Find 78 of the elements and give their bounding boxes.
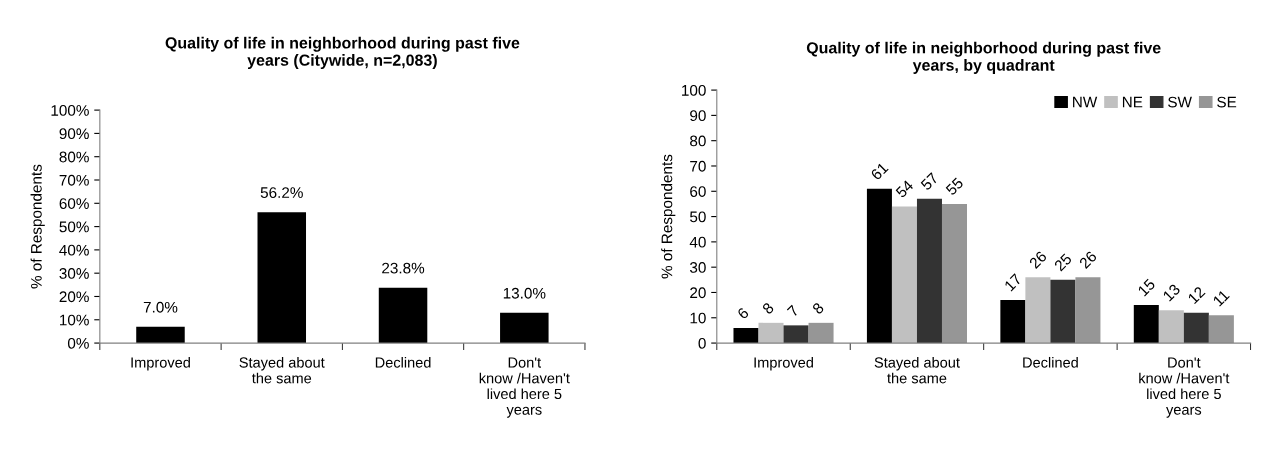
- bar: [1183, 312, 1209, 344]
- x-tick-label: Declined: [1023, 356, 1078, 368]
- bar: [257, 212, 307, 344]
- x-tick-label: Stayed about the same: [239, 356, 325, 384]
- y-tick-label: 0%: [67, 337, 89, 349]
- data-label: 26: [1078, 250, 1098, 270]
- bar: [783, 325, 809, 344]
- data-label: 6: [736, 307, 750, 320]
- data-label: 54: [895, 179, 915, 199]
- bar: [941, 203, 967, 344]
- legend-label: NE: [1122, 96, 1143, 108]
- y-tick-label: 20%: [59, 291, 89, 303]
- y-tick-label: 50%: [59, 221, 89, 233]
- chart-title: Quality of life in neighborhood during past five years, by quadrant: [806, 41, 1161, 74]
- legend-label: SW: [1168, 96, 1192, 108]
- x-tick-label: Improved: [754, 356, 813, 371]
- data-label: 26: [1028, 250, 1048, 270]
- bar: [1025, 277, 1051, 344]
- data-label: 15: [1137, 278, 1156, 297]
- data-label: 57: [920, 172, 939, 191]
- y-tick-label: 90: [690, 110, 706, 122]
- data-label: 13: [1162, 283, 1181, 302]
- data-label: 7: [786, 304, 800, 318]
- bar: [1075, 277, 1101, 344]
- y-tick-label: 0: [698, 337, 706, 349]
- y-tick-label: 10: [690, 312, 706, 324]
- y-tick-label: 40: [689, 236, 706, 248]
- data-label: 61: [870, 161, 889, 181]
- y-tick-label: 30%: [59, 268, 89, 279]
- y-tick-label: 100%: [51, 104, 89, 116]
- bar: [916, 198, 942, 344]
- legend-label: NW: [1073, 96, 1098, 108]
- bar: [733, 327, 759, 344]
- bar: [891, 206, 917, 344]
- y-tick-label: 10%: [60, 314, 89, 326]
- bar: [1208, 315, 1234, 344]
- bar: [1000, 300, 1026, 344]
- data-label: 8: [761, 301, 775, 315]
- bar: [136, 326, 185, 344]
- x-tick-label: Stayed about the same: [874, 356, 960, 384]
- y-tick-label: 60: [690, 186, 706, 197]
- y-axis-title: % of Respondents: [30, 164, 45, 289]
- bar: [866, 188, 892, 344]
- y-tick-label: 80: [690, 135, 706, 147]
- y-axis-title: % of Respondents: [661, 154, 676, 279]
- x-tick-label: Don't know /Haven't lived here 5 years: [479, 357, 570, 418]
- y-tick-label: 70: [690, 160, 706, 172]
- bar: [500, 312, 549, 344]
- y-tick-label: 100: [682, 84, 706, 96]
- y-tick-label: 80%: [59, 151, 89, 163]
- bar: [1158, 310, 1184, 344]
- data-label: 23.8%: [382, 262, 425, 274]
- y-tick-label: 30: [689, 262, 706, 273]
- data-label: 25: [1053, 252, 1073, 272]
- data-label: 56.2%: [260, 187, 303, 199]
- x-tick-label: Don't know /Haven't lived here 5 years: [1139, 357, 1230, 418]
- data-label: 8: [811, 301, 825, 315]
- data-label: 17: [1004, 273, 1023, 292]
- data-label: 11: [1212, 289, 1230, 307]
- bar: [1050, 279, 1076, 344]
- data-label: 12: [1187, 285, 1206, 305]
- data-label: 7.0%: [143, 301, 178, 313]
- x-tick-label: Improved: [131, 356, 190, 371]
- legend-label: SE: [1217, 96, 1237, 108]
- bar: [758, 322, 784, 344]
- x-tick-label: Declined: [375, 356, 431, 368]
- y-tick-label: 70%: [59, 174, 89, 186]
- y-tick-label: 40%: [59, 244, 89, 256]
- data-label: 13.0%: [503, 287, 546, 299]
- data-label: 55: [945, 177, 964, 196]
- y-tick-label: 60%: [59, 198, 89, 209]
- y-tick-label: 50: [690, 211, 706, 223]
- bar: [1133, 305, 1159, 344]
- chart-title: Quality of life in neighborhood during past five years (Citywide, n=2,083): [165, 36, 520, 69]
- bar: [808, 322, 834, 344]
- y-tick-label: 20: [690, 287, 706, 299]
- bar: [378, 287, 428, 344]
- y-tick-label: 90%: [59, 128, 89, 140]
